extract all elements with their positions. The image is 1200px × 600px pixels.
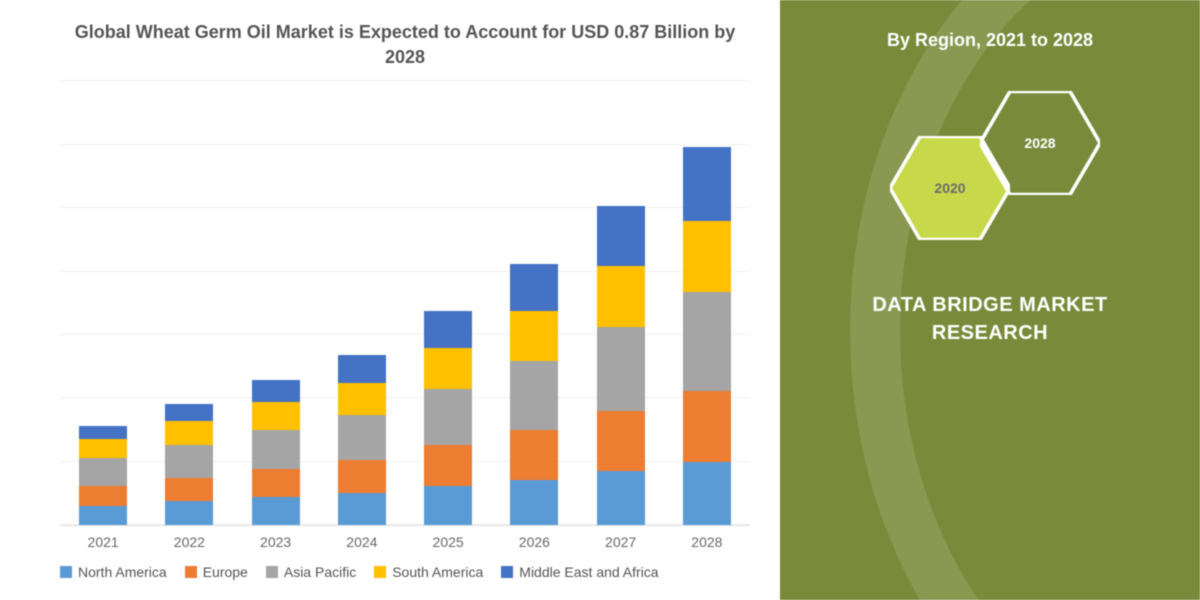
bar-segment-mea (597, 206, 645, 266)
swatch-icon (266, 566, 278, 578)
brand-line-2: RESEARCH (872, 319, 1107, 347)
x-label: 2024 (327, 534, 397, 550)
right-panel: By Region, 2021 to 2028 2020 2028 DATA B… (780, 0, 1200, 600)
bar-segment-na (424, 486, 472, 525)
chart-plot-area (60, 80, 750, 526)
bar-segment-mea (424, 311, 472, 348)
right-title: By Region, 2021 to 2028 (887, 30, 1093, 51)
bar-segment-na (165, 501, 213, 525)
bar-segment-sa (252, 402, 300, 430)
bar-segment-eu (510, 430, 558, 480)
legend-item-ap: Asia Pacific (266, 564, 356, 580)
bar-segment-mea (252, 380, 300, 402)
bar-segment-ap (252, 430, 300, 469)
legend-label: North America (78, 564, 167, 580)
swatch-icon (60, 566, 72, 578)
bar-segment-na (338, 493, 386, 525)
bar-2024 (327, 355, 397, 525)
bar-segment-sa (338, 383, 386, 415)
bar-segment-mea (338, 355, 386, 383)
bar-segment-sa (510, 311, 558, 361)
brand-text: DATA BRIDGE MARKET RESEARCH (872, 291, 1107, 347)
bar-2028 (672, 147, 742, 525)
chart-title: Global Wheat Germ Oil Market is Expected… (60, 20, 750, 70)
hex-label: 2028 (1024, 135, 1055, 151)
x-label: 2027 (586, 534, 656, 550)
legend-item-mea: Middle East and Africa (501, 564, 658, 580)
gridline (60, 80, 750, 81)
legend: North America Europe Asia Pacific South … (60, 550, 750, 580)
bar-segment-ap (165, 445, 213, 477)
bar-segment-na (252, 497, 300, 525)
x-label: 2021 (68, 534, 138, 550)
bar-2025 (413, 311, 483, 525)
swatch-icon (185, 566, 197, 578)
legend-label: Europe (203, 564, 248, 580)
bar-segment-na (510, 480, 558, 525)
bar-segment-na (683, 462, 731, 525)
bar-2026 (499, 264, 569, 525)
hex-label: 2020 (934, 180, 965, 196)
bar-segment-ap (338, 415, 386, 460)
swatch-icon (501, 566, 513, 578)
legend-label: South America (392, 564, 483, 580)
brand-line-1: DATA BRIDGE MARKET (872, 291, 1107, 319)
x-axis: 2021 2022 2023 2024 2025 2026 2027 2028 (60, 526, 750, 550)
x-label: 2023 (241, 534, 311, 550)
bar-segment-sa (597, 266, 645, 326)
bar-segment-ap (597, 327, 645, 411)
bar-segment-eu (252, 469, 300, 497)
bar-segment-sa (683, 221, 731, 292)
bar-2021 (68, 426, 138, 525)
bar-segment-mea (683, 147, 731, 220)
legend-item-na: North America (60, 564, 167, 580)
bar-segment-mea (510, 264, 558, 311)
legend-item-sa: South America (374, 564, 483, 580)
bar-segment-na (597, 471, 645, 525)
legend-item-eu: Europe (185, 564, 248, 580)
bar-segment-sa (79, 439, 127, 458)
legend-label: Asia Pacific (284, 564, 356, 580)
bar-segment-sa (424, 348, 472, 389)
bar-segment-ap (510, 361, 558, 430)
x-label: 2022 (154, 534, 224, 550)
swatch-icon (374, 566, 386, 578)
x-label: 2026 (499, 534, 569, 550)
bar-segment-eu (597, 411, 645, 471)
bar-segment-na (79, 506, 127, 525)
bar-segment-eu (165, 478, 213, 502)
bar-segment-eu (424, 445, 472, 486)
hexagon-group: 2020 2028 (870, 91, 1110, 261)
bar-2022 (154, 404, 224, 525)
bar-2023 (241, 380, 311, 525)
x-label: 2025 (413, 534, 483, 550)
bar-segment-mea (79, 426, 127, 439)
bar-segment-ap (79, 458, 127, 486)
gridline (60, 144, 750, 145)
bar-segment-eu (683, 391, 731, 462)
bar-segment-ap (424, 389, 472, 445)
bar-2027 (586, 206, 656, 525)
x-label: 2028 (672, 534, 742, 550)
bar-segment-eu (338, 460, 386, 492)
legend-label: Middle East and Africa (519, 564, 658, 580)
bar-segment-sa (165, 421, 213, 445)
bar-segment-ap (683, 292, 731, 391)
hexagon-2028: 2028 (980, 91, 1100, 195)
bar-segment-mea (165, 404, 213, 421)
bar-segment-eu (79, 486, 127, 505)
